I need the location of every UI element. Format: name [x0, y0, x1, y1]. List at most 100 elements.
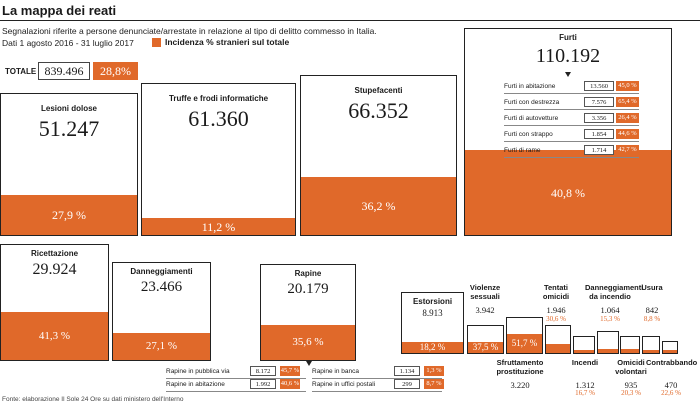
furti-detail-label: Furti in abitazione — [504, 83, 556, 90]
bar-pct-label: 27,9 % — [52, 208, 86, 222]
small-bar-fill — [663, 350, 677, 353]
rapine-detail-row: Rapine in pubblica via 8.172 45,7 % — [166, 365, 306, 379]
small-bar-pct-label: 37,5 % — [472, 342, 499, 352]
rapine-detail-value: 1.992 — [250, 379, 276, 389]
furti-detail-pct: 44,6 % — [616, 129, 639, 139]
furti-detail-value: 3.356 — [584, 113, 614, 123]
bar-pct-label: 35,6 % — [292, 336, 324, 348]
bar-category-label: Ricettazione — [30, 249, 79, 258]
total-label: TOTALE — [5, 67, 37, 76]
bar-value-label: 61.360 — [188, 106, 249, 131]
small-bar-pct-label: 16,7 % — [575, 389, 595, 397]
furti-detail-label: Furti di rame — [504, 147, 541, 154]
bar-fill: 35,6 % — [261, 325, 355, 360]
furti-detail-value: 1.714 — [584, 145, 614, 155]
small-bar-fill — [621, 349, 639, 353]
small-bar-value-label: 1.946 — [546, 305, 566, 315]
bar-value-label: 8.913 — [422, 308, 443, 318]
bar-category-label: Stupefacenti — [354, 86, 403, 95]
furti-detail-value: 13.560 — [584, 81, 614, 91]
bar-category-label: Furti — [559, 33, 577, 42]
chart-subtitle: Segnalazioni riferite a persone denuncia… — [2, 26, 377, 36]
bar-fill: 18,2 % — [402, 342, 463, 353]
bar-value-label: 20.179 — [287, 281, 329, 297]
date-range: Dati 1 agosto 2016 - 31 luglio 2017 — [2, 38, 134, 48]
bar-pct-label: 36,2 % — [361, 199, 396, 213]
small-bar-value-label: 1.312 — [575, 380, 595, 390]
small-bar-fill: 37,5 % — [468, 342, 503, 353]
legend-swatch — [152, 38, 161, 47]
bar-value-label: 110.192 — [535, 45, 601, 67]
bar-fill: 27,9 % — [1, 195, 137, 235]
small-bar-box — [662, 341, 678, 354]
bar-fill: 40,8 % — [465, 150, 671, 235]
furti-detail-row: Furti in abitazione 13.560 45,0 % — [504, 80, 639, 94]
small-bar-pct-label: 8,8 % — [643, 315, 661, 323]
rapine-detail-pct: 40,6 % — [280, 379, 300, 389]
small-bar-category-label: Omicidi volontari — [615, 358, 647, 376]
rapine-detail-value: 1.134 — [394, 366, 420, 376]
bar-box: 27,9 % Lesioni dolose 51.247 — [0, 93, 138, 236]
rapine-detail-label: Rapine in uffici postali — [312, 381, 376, 388]
small-bar-box — [573, 336, 595, 354]
small-bar-value-label: 470 — [664, 380, 678, 390]
bar-category-label: Rapine — [294, 269, 322, 278]
rapine-detail-value: 8.172 — [250, 366, 276, 376]
small-bar-fill — [546, 344, 570, 353]
furti-detail-pct: 26,4 % — [616, 113, 639, 123]
small-bar-pct-label: 51,7 % — [511, 337, 538, 348]
bar-value-label: 66.352 — [348, 98, 409, 123]
bar-fill: 36,2 % — [301, 177, 456, 235]
small-bar-value-label: 1.064 — [600, 305, 620, 315]
small-bar-box: 37,5 % — [467, 325, 504, 354]
bar-box: 36,2 % Stupefacenti 66.352 — [300, 75, 457, 236]
bar-value-label: 51.247 — [38, 116, 100, 141]
total-pct: 28,8% — [93, 62, 138, 80]
bar-fill: 11,2 % — [142, 218, 295, 235]
small-bar-box — [597, 331, 619, 354]
legend-label: Incidenza % stranieri sul totale — [165, 37, 290, 47]
pointer-triangle — [306, 361, 312, 366]
small-bar-box — [620, 336, 640, 354]
furti-detail-pct: 65,4 % — [616, 97, 639, 107]
bar-fill: 27,1 % — [113, 333, 210, 360]
bar-box: 35,6 % Rapine 20.179 — [260, 264, 356, 361]
small-bar-category-label: Violenze sessuali — [469, 283, 501, 301]
furti-detail-row: Furti con strappo 1.854 44,6 % — [504, 128, 639, 142]
chart-title: La mappa dei reati — [2, 3, 117, 18]
rapine-detail-label: Rapine in pubblica via — [166, 368, 230, 375]
rapine-detail-pct: 1,3 % — [424, 366, 444, 376]
bar-box: 18,2 % Estorsioni 8.913 — [401, 292, 464, 354]
bar-category-label: Lesioni dolose — [40, 104, 97, 113]
small-bar-category-label: Tentati omicidi — [542, 283, 570, 301]
furti-detail-row: Furti di rame 1.714 42,7 % — [504, 144, 639, 158]
bar-category-label: Estorsioni — [412, 297, 453, 306]
small-bar-category-label: Contrabbando — [646, 358, 698, 367]
rapine-detail-label: Rapine in banca — [312, 368, 359, 375]
pointer-triangle — [565, 72, 571, 77]
bar-value-label: 29.924 — [32, 261, 77, 278]
furti-detail-pct: 45,0 % — [616, 81, 639, 91]
small-bar-value-label: 3.942 — [475, 305, 495, 315]
small-bar-category-label: Incendi — [571, 358, 599, 367]
furti-detail-row: Furti con destrezza 7.576 65,4 % — [504, 96, 639, 110]
title-rule — [0, 20, 700, 21]
furti-detail-label: Furti con strappo — [504, 131, 553, 138]
bar-pct-label: 41,3 % — [38, 329, 71, 342]
rapine-detail-row: Rapine in banca 1.134 1,3 % — [312, 365, 444, 379]
bar-value-label: 23.466 — [140, 279, 183, 295]
small-bar-value-label: 935 — [624, 380, 638, 390]
furti-detail-label: Furti con destrezza — [504, 99, 560, 106]
small-bar-box: 51,7 % — [506, 317, 543, 354]
small-bar-pct-label: 30,6 % — [546, 315, 566, 323]
small-bar-fill — [643, 350, 659, 353]
furti-detail-pct: 42,7 % — [616, 145, 639, 155]
rapine-detail-value: 299 — [394, 379, 420, 389]
small-bar-pct-label: 20,3 % — [621, 389, 641, 397]
rapine-detail-label: Rapine in abitazione — [166, 381, 225, 388]
rapine-detail-pct: 45,7 % — [280, 366, 300, 376]
small-bar-box — [642, 336, 660, 354]
rapine-detail-pct: 8,7 % — [424, 379, 444, 389]
furti-detail-row: Furti di autovetture 3.356 26,4 % — [504, 112, 639, 126]
furti-detail-value: 1.854 — [584, 129, 614, 139]
